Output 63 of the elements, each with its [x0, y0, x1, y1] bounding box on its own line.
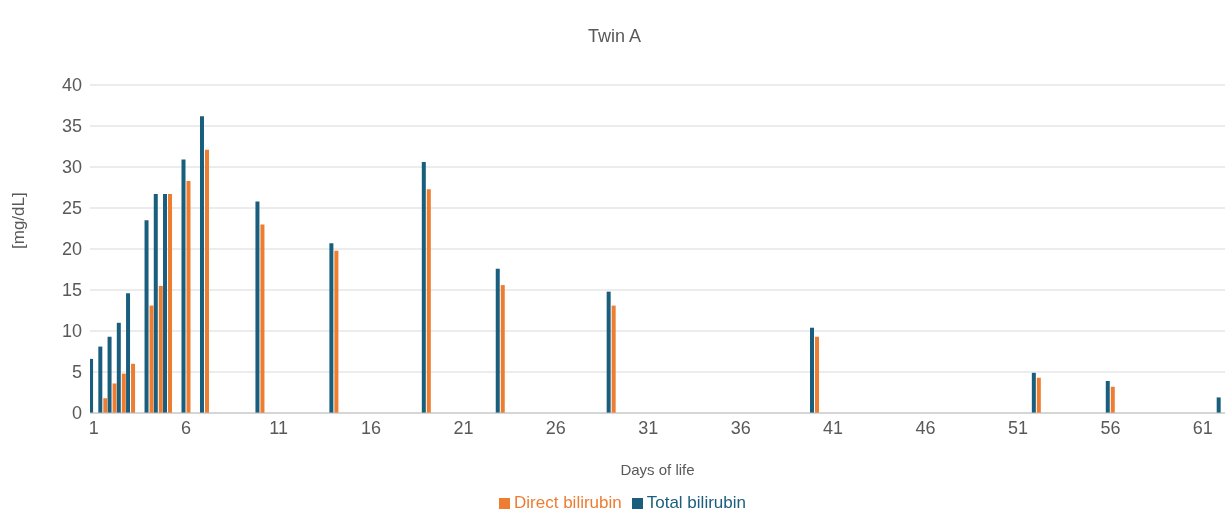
bar [121, 373, 126, 413]
bar [1036, 377, 1041, 413]
bar [181, 159, 186, 413]
bar [1216, 397, 1221, 413]
bar [90, 358, 94, 413]
x-tick-label: 31 [638, 417, 659, 438]
x-tick-label: 26 [545, 417, 566, 438]
bar [98, 346, 103, 413]
bar [495, 268, 500, 413]
bar [144, 220, 149, 413]
legend-label: Direct bilirubin [514, 493, 622, 512]
bar [1105, 381, 1110, 413]
legend-label: Total bilirubin [646, 493, 746, 512]
bar [153, 194, 158, 413]
x-tick-label: 6 [181, 417, 192, 438]
bar [186, 180, 191, 413]
y-tick-label: 35 [61, 116, 82, 137]
bar [606, 291, 611, 413]
bar [810, 327, 814, 413]
bar [149, 305, 154, 413]
bar [163, 194, 168, 413]
x-tick-label: 46 [915, 417, 936, 438]
bar [199, 116, 204, 413]
bar [168, 194, 173, 413]
bar [1031, 372, 1036, 413]
bar [112, 383, 117, 413]
x-axis-title: Days of life [620, 461, 695, 478]
x-tick-label: 1 [88, 417, 99, 438]
y-tick-label: 0 [71, 403, 82, 424]
bar [334, 250, 339, 413]
x-tick-label: 61 [1192, 417, 1213, 438]
x-tick-label: 21 [453, 417, 474, 438]
chart-title: Twin A [587, 26, 642, 47]
bar [611, 305, 616, 413]
bar [815, 336, 819, 413]
x-tick-label: 51 [1007, 417, 1028, 438]
x-tick-label: 11 [269, 417, 288, 438]
x-tick-label: 16 [360, 417, 381, 438]
bar [426, 189, 431, 413]
y-tick-label: 10 [61, 321, 82, 342]
bar [204, 149, 209, 413]
bar [255, 201, 260, 413]
bar [103, 398, 108, 413]
bar [329, 243, 334, 413]
y-tick-label: 15 [61, 280, 82, 301]
bar [1110, 386, 1115, 413]
x-tick-label: 41 [823, 417, 844, 438]
y-axis-title: [mg/dL] [9, 192, 29, 249]
y-tick-label: 20 [61, 239, 82, 260]
bar [500, 285, 505, 413]
y-tick-label: 25 [61, 198, 82, 219]
x-tick-label: 36 [730, 417, 751, 438]
bar [421, 162, 426, 413]
bar [260, 224, 265, 413]
y-tick-label: 5 [71, 362, 82, 383]
bar [116, 322, 121, 413]
bar [158, 285, 163, 413]
bar [107, 336, 112, 413]
y-tick-label: 30 [61, 157, 82, 178]
x-tick-label: 56 [1100, 417, 1121, 438]
bar [126, 293, 131, 413]
y-tick-label: 40 [61, 75, 82, 96]
bar [131, 363, 136, 413]
